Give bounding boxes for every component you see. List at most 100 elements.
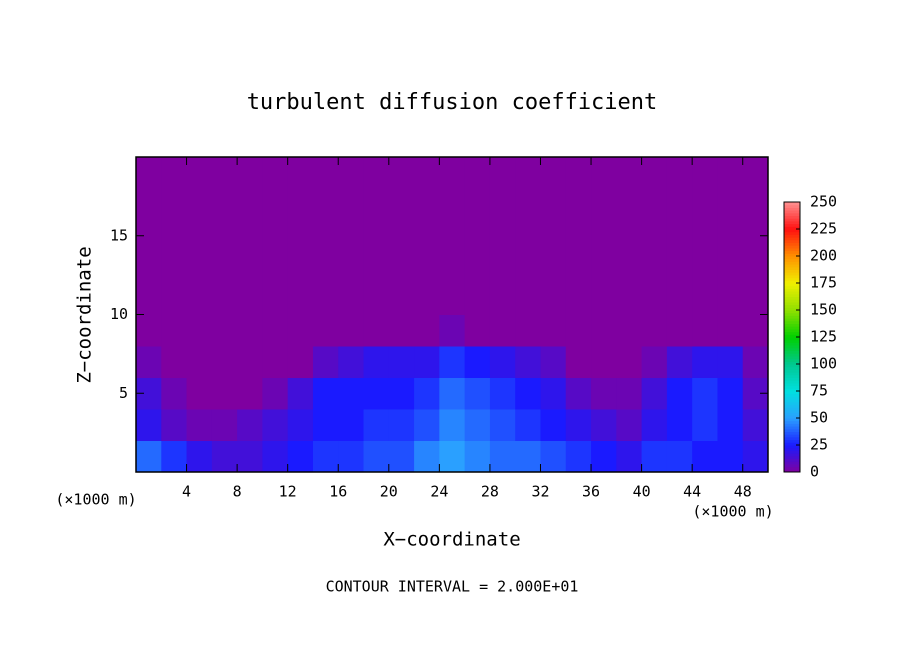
- colorbar-segment: [784, 202, 800, 206]
- colorbar-segment: [784, 283, 800, 287]
- field-cell: [641, 377, 668, 410]
- colorbar-tick-label: 225: [810, 220, 837, 238]
- x-tick-label: 4: [182, 483, 191, 501]
- field-cell: [388, 440, 415, 473]
- field-cell: [262, 440, 289, 473]
- colorbar-segment: [784, 382, 800, 387]
- x-unit: (×1000 m): [692, 503, 773, 521]
- colorbar-segment: [784, 372, 800, 376]
- field-cell: [565, 157, 592, 189]
- colorbar-segment: [784, 231, 800, 235]
- colorbar-tick-label: 125: [810, 328, 837, 346]
- field-cell: [515, 188, 541, 221]
- field-cell: [515, 377, 541, 410]
- field-cell: [540, 377, 567, 410]
- field-cell: [489, 220, 516, 252]
- field-cell: [717, 314, 744, 347]
- field-cell: [287, 251, 314, 284]
- colorbar-segment: [784, 274, 800, 279]
- field-cell: [540, 283, 567, 315]
- field-cell: [692, 188, 718, 221]
- field-cell: [262, 314, 289, 347]
- field-cell: [515, 220, 541, 252]
- field-cell: [591, 409, 617, 441]
- field-cell: [742, 251, 769, 284]
- field-cell: [338, 283, 365, 315]
- field-cell: [717, 283, 744, 315]
- field-cell: [666, 251, 693, 284]
- colorbar-segment: [784, 401, 800, 405]
- field-cell: [237, 251, 263, 284]
- field-cell: [565, 346, 592, 378]
- field-cell: [464, 314, 491, 347]
- colorbar-segment: [784, 374, 800, 378]
- colorbar-segment: [784, 320, 800, 324]
- field-cell: [616, 377, 643, 410]
- field-cell: [338, 440, 365, 473]
- field-cell: [641, 188, 668, 221]
- field-cell: [262, 220, 289, 252]
- field-cell: [616, 440, 643, 473]
- x-tick-label: 48: [734, 483, 752, 501]
- colorbar-segment: [784, 212, 800, 216]
- colorbar-tick-label: 0: [810, 463, 819, 481]
- colorbar-segment: [784, 326, 800, 330]
- field-cell: [211, 251, 238, 284]
- field-cell: [439, 346, 466, 378]
- field-cell: [692, 346, 718, 378]
- field-cell: [616, 314, 643, 347]
- field-cell: [515, 440, 541, 473]
- field-cell: [591, 157, 617, 189]
- field-cell: [464, 409, 491, 441]
- field-cell: [161, 283, 188, 315]
- field-cell: [565, 377, 592, 410]
- field-cell: [464, 188, 491, 221]
- colorbar-segment: [784, 466, 800, 470]
- field-cell: [262, 346, 289, 378]
- colorbar-segment: [784, 337, 800, 341]
- colorbar-segment: [784, 304, 800, 308]
- colorbar-segment: [784, 426, 800, 430]
- field-cell: [161, 314, 188, 347]
- field-cell: [262, 188, 289, 221]
- field-cell: [666, 188, 693, 221]
- colorbar-segment: [784, 328, 800, 333]
- field-cell: [692, 283, 718, 315]
- field-cell: [211, 314, 238, 347]
- colorbar-segment: [784, 291, 800, 295]
- colorbar-segment: [784, 442, 800, 446]
- colorbar-segment: [784, 301, 800, 306]
- field-cell: [211, 346, 238, 378]
- field-cell: [186, 409, 213, 441]
- colorbar-segment: [784, 223, 800, 227]
- field-cell: [616, 346, 643, 378]
- field-cell: [186, 157, 213, 189]
- field-cell: [287, 314, 314, 347]
- field-cell: [742, 440, 769, 473]
- field-cell: [515, 346, 541, 378]
- field-cell: [489, 251, 516, 284]
- y-tick-label: 15: [110, 226, 128, 244]
- field-cell: [237, 314, 263, 347]
- colorbar-segment: [784, 415, 800, 419]
- field-cell: [515, 409, 541, 441]
- field-cell: [641, 220, 668, 252]
- y-tick-label: 5: [119, 384, 128, 402]
- colorbar-segment: [784, 445, 800, 449]
- colorbar-segment: [784, 361, 800, 365]
- field-cell: [489, 377, 516, 410]
- colorbar-segment: [784, 210, 800, 214]
- field-cell: [262, 251, 289, 284]
- field-cell: [515, 314, 541, 347]
- field-cell: [717, 440, 744, 473]
- field-cell: [136, 440, 162, 473]
- x-axis-label: X−coordinate: [383, 529, 520, 551]
- colorbar-segment: [784, 391, 800, 395]
- colorbar-segment: [784, 339, 800, 343]
- colorbar-segment: [784, 323, 800, 327]
- colorbar-segment: [784, 299, 800, 303]
- field-cell: [742, 157, 769, 189]
- field-cell: [591, 220, 617, 252]
- field-cell: [388, 188, 415, 221]
- colorbar-segment: [784, 296, 800, 300]
